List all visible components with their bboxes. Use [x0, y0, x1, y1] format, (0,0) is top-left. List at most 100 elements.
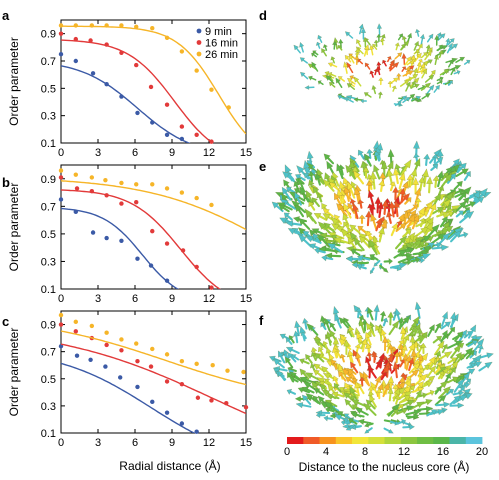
arrow-shaft: [455, 377, 462, 384]
fit-curve-26-min: [61, 330, 246, 386]
arrow-shaft: [405, 411, 416, 416]
arrow-head: [322, 341, 329, 347]
arrow-head: [389, 181, 396, 187]
arrow-head: [408, 213, 416, 223]
arrow-shaft: [440, 174, 447, 182]
arrow-head: [422, 392, 428, 399]
arrow-head: [414, 83, 420, 89]
arrow-head: [369, 254, 376, 260]
data-point: [90, 230, 96, 235]
arrow-head: [476, 338, 485, 347]
arrow-shaft: [373, 45, 378, 50]
arrow-shaft: [427, 328, 433, 337]
arrow-shaft: [431, 246, 443, 250]
arrow-head: [316, 233, 326, 242]
arrow-head: [451, 360, 459, 369]
arrow-shaft: [383, 205, 387, 216]
arrow-head: [367, 189, 375, 199]
data-point: [135, 384, 140, 390]
arrow-shaft: [370, 48, 374, 56]
arrow-shaft: [400, 45, 404, 51]
arrow-head: [413, 140, 420, 149]
arrow-head: [409, 65, 415, 71]
x-tick-label: 12: [203, 293, 215, 305]
arrow-head: [431, 69, 436, 75]
x-tick-label: 3: [95, 293, 101, 305]
arrow-head: [420, 257, 425, 264]
arrow-head: [396, 73, 402, 77]
arrow-shaft: [389, 184, 394, 192]
arrow-shaft: [342, 321, 349, 329]
arrow-head: [328, 353, 335, 361]
arrow-head: [353, 170, 361, 179]
arrow-shaft: [366, 93, 372, 98]
arrow-shaft: [331, 395, 340, 400]
arrow-head: [369, 238, 376, 248]
arrow-head: [387, 387, 394, 395]
arrow-head: [434, 54, 439, 60]
arrow-shaft: [317, 390, 325, 396]
arrow-shaft: [424, 53, 430, 61]
arrow-shaft: [308, 214, 317, 225]
arrow-head: [416, 62, 422, 67]
arrow-shaft: [372, 255, 379, 261]
arrow-shaft: [453, 71, 459, 75]
arrow-shaft: [368, 152, 372, 160]
arrow-head: [459, 386, 465, 392]
arrow-shaft: [426, 228, 436, 239]
arrow-head: [278, 350, 284, 358]
colorbar-tick-label: 8: [362, 446, 368, 458]
arrow-head: [339, 387, 346, 393]
arrow-shaft: [435, 403, 445, 407]
y-tick-label: 0.9: [41, 174, 56, 186]
x-tick-label: 12: [203, 147, 215, 159]
arrow-shaft: [301, 404, 312, 408]
arrow-head: [422, 235, 432, 243]
arrow-head: [442, 343, 448, 350]
arrow-head: [326, 160, 334, 170]
arrow-shaft: [347, 98, 354, 103]
arrow-head: [322, 44, 328, 48]
data-point: [179, 382, 185, 387]
arrow-shaft: [375, 363, 380, 370]
arrow-head: [299, 358, 305, 365]
arrow-head: [405, 375, 412, 381]
arrow-shaft: [419, 181, 423, 192]
arrow-shaft: [448, 62, 452, 68]
arrow-head: [336, 203, 344, 211]
arrow-head: [450, 67, 456, 72]
arrow-head: [314, 388, 321, 395]
arrow-shaft: [357, 242, 365, 252]
arrow-head: [331, 216, 340, 226]
arrow-shaft: [450, 69, 454, 76]
arrow-shaft: [399, 168, 405, 176]
arrow-shaft: [372, 219, 378, 230]
arrow-head: [324, 172, 331, 180]
arrow-head: [448, 388, 454, 395]
arrow-shaft: [405, 377, 410, 384]
data-point: [119, 201, 124, 206]
data-point: [90, 71, 96, 76]
arrow-shaft: [424, 77, 432, 83]
arrow-head: [351, 399, 360, 406]
arrow-head: [282, 349, 289, 355]
data-point: [179, 49, 185, 54]
x-tick-label: 3: [95, 147, 101, 159]
arrow-shaft: [315, 398, 321, 405]
arrow-head: [420, 373, 428, 382]
arrow-head: [315, 41, 321, 46]
data-point: [104, 193, 109, 198]
data-point: [150, 346, 155, 352]
arrow-head: [425, 399, 433, 406]
arrow-head: [422, 60, 429, 67]
arrow-shaft: [293, 355, 300, 361]
arrow-shaft: [390, 411, 397, 417]
arrow-head: [329, 413, 336, 419]
arrow-shaft: [440, 334, 446, 343]
arrow-head: [459, 56, 465, 62]
arrow-head: [307, 63, 314, 69]
arrow-shaft: [416, 31, 420, 37]
arrow-shaft: [463, 174, 469, 181]
arrow-head: [449, 172, 457, 180]
arrow-shaft: [399, 354, 402, 361]
